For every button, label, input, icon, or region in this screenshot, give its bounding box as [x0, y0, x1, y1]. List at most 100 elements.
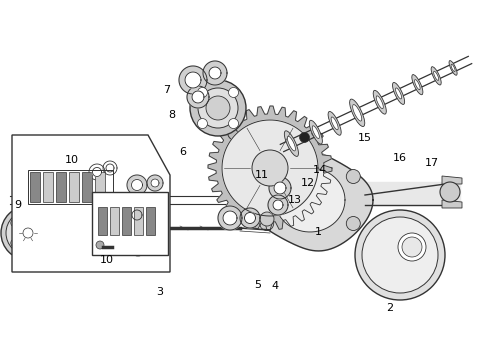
Circle shape	[402, 237, 422, 257]
Text: 10: 10	[100, 255, 114, 265]
Text: 15: 15	[358, 133, 372, 143]
Text: 3: 3	[156, 287, 164, 297]
FancyBboxPatch shape	[146, 207, 155, 235]
Circle shape	[130, 240, 146, 256]
Circle shape	[11, 220, 18, 226]
Polygon shape	[222, 120, 318, 216]
Polygon shape	[442, 200, 462, 208]
Polygon shape	[128, 206, 146, 224]
Circle shape	[11, 239, 18, 247]
Circle shape	[6, 211, 50, 255]
FancyBboxPatch shape	[122, 207, 131, 235]
Circle shape	[362, 217, 438, 293]
Ellipse shape	[434, 71, 439, 80]
Circle shape	[398, 233, 426, 261]
Text: 2: 2	[387, 303, 393, 313]
Polygon shape	[89, 164, 105, 180]
Text: 14: 14	[313, 165, 327, 175]
Polygon shape	[269, 177, 291, 199]
Circle shape	[260, 212, 274, 226]
Circle shape	[42, 230, 49, 237]
Polygon shape	[240, 208, 260, 228]
Polygon shape	[147, 175, 163, 191]
Ellipse shape	[312, 126, 319, 139]
Polygon shape	[275, 168, 345, 232]
Polygon shape	[93, 167, 101, 176]
Circle shape	[197, 118, 207, 129]
Ellipse shape	[197, 76, 209, 89]
FancyBboxPatch shape	[69, 172, 79, 202]
Circle shape	[346, 170, 360, 184]
FancyBboxPatch shape	[43, 172, 53, 202]
Polygon shape	[132, 210, 142, 220]
Polygon shape	[187, 86, 209, 108]
Circle shape	[197, 87, 207, 98]
Text: 17: 17	[425, 158, 439, 168]
Text: 9: 9	[14, 200, 22, 210]
Circle shape	[346, 216, 360, 230]
FancyBboxPatch shape	[56, 172, 66, 202]
Polygon shape	[273, 200, 283, 210]
Ellipse shape	[331, 117, 338, 130]
FancyBboxPatch shape	[134, 207, 143, 235]
Ellipse shape	[350, 99, 365, 126]
Polygon shape	[192, 91, 204, 103]
Circle shape	[260, 216, 274, 230]
Text: 4: 4	[271, 281, 278, 291]
Circle shape	[228, 118, 239, 129]
Text: 11: 11	[255, 170, 269, 180]
Ellipse shape	[353, 104, 362, 121]
Text: 6: 6	[179, 147, 187, 157]
Circle shape	[260, 170, 274, 184]
Ellipse shape	[415, 80, 420, 90]
Polygon shape	[209, 67, 221, 79]
Circle shape	[190, 80, 246, 136]
Circle shape	[104, 243, 112, 251]
Polygon shape	[12, 135, 170, 272]
Ellipse shape	[412, 75, 423, 95]
FancyBboxPatch shape	[30, 172, 40, 202]
Ellipse shape	[373, 90, 386, 114]
Polygon shape	[268, 195, 288, 215]
Ellipse shape	[287, 136, 295, 151]
Polygon shape	[127, 175, 147, 195]
Circle shape	[355, 210, 445, 300]
Circle shape	[299, 132, 310, 143]
Polygon shape	[131, 180, 143, 190]
Text: 13: 13	[288, 195, 302, 205]
Text: 5: 5	[254, 280, 262, 290]
Ellipse shape	[328, 112, 341, 135]
FancyBboxPatch shape	[98, 207, 107, 235]
Ellipse shape	[451, 64, 455, 72]
Circle shape	[19, 224, 37, 242]
Polygon shape	[223, 211, 237, 225]
Text: 16: 16	[393, 153, 407, 163]
Circle shape	[96, 241, 104, 249]
FancyBboxPatch shape	[110, 207, 119, 235]
Text: 1: 1	[315, 227, 321, 237]
Polygon shape	[247, 149, 373, 251]
Circle shape	[23, 228, 33, 238]
Polygon shape	[203, 61, 227, 85]
Circle shape	[30, 246, 37, 253]
Circle shape	[1, 206, 55, 260]
Ellipse shape	[376, 96, 383, 109]
Circle shape	[252, 150, 288, 186]
Ellipse shape	[227, 127, 239, 140]
Polygon shape	[245, 212, 255, 224]
Ellipse shape	[284, 131, 298, 156]
Polygon shape	[179, 66, 207, 94]
Text: 8: 8	[169, 110, 175, 120]
Polygon shape	[185, 72, 201, 88]
Text: 12: 12	[301, 178, 315, 188]
Circle shape	[198, 88, 238, 128]
Ellipse shape	[309, 120, 322, 144]
Ellipse shape	[431, 67, 441, 85]
Circle shape	[228, 87, 239, 98]
Text: 10: 10	[65, 155, 79, 165]
FancyBboxPatch shape	[82, 172, 92, 202]
Circle shape	[30, 213, 37, 220]
FancyBboxPatch shape	[95, 172, 105, 202]
Polygon shape	[151, 179, 159, 187]
Ellipse shape	[395, 88, 402, 99]
